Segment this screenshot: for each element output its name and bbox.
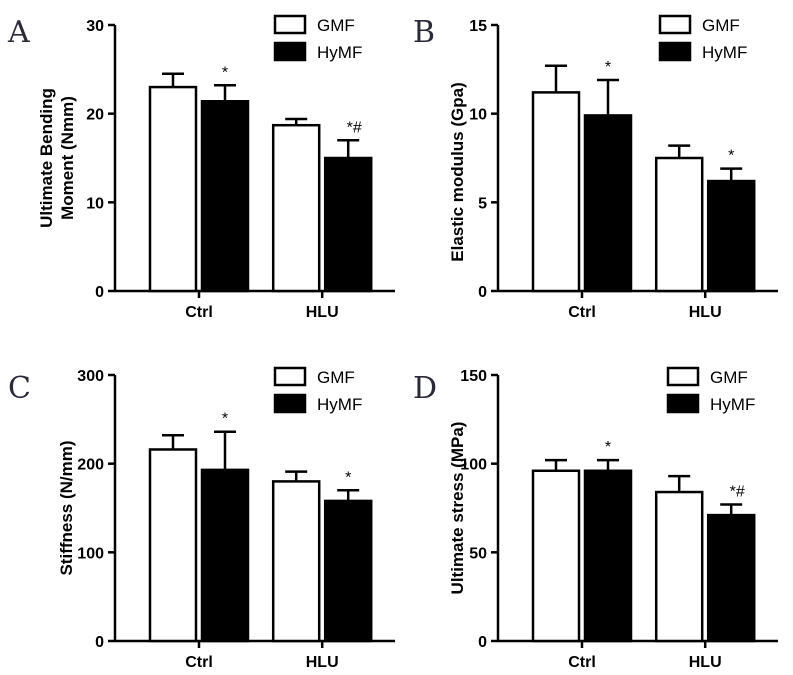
panel-b-y-axis-label-line: Elastic modulus (Gpa) xyxy=(448,82,467,261)
panel-c-legend-swatch-gmf xyxy=(273,366,307,387)
panel-c-y-axis-label-line: Stiffness (N/mm) xyxy=(57,440,76,575)
panel-b-y-tick-label: 0 xyxy=(478,284,487,301)
panel-c-bar-gmf-hlu xyxy=(271,480,321,643)
panel-d-bar-hymf-ctrl xyxy=(583,469,633,643)
panel-d-bar-gmf-ctrl xyxy=(531,469,581,643)
panel-c-bar-gmf-ctrl xyxy=(148,448,198,643)
panel-c-legend-label-hymf: HyMF xyxy=(317,395,362,414)
panel-a-bar-hymf-hlu xyxy=(323,156,373,293)
panel-c-bar-hymf-ctrl xyxy=(200,468,250,643)
panel-d-y-axis-label-line: Ultimate stress (MPa) xyxy=(448,422,467,595)
panel-c-annotation-hymf-ctrl: * xyxy=(222,411,228,428)
panel-d-bar-hymf-hlu xyxy=(706,513,756,643)
panel-a-y-tick-label: 0 xyxy=(95,284,104,301)
panel-b-bar-gmf-hlu xyxy=(654,156,704,293)
panel-d-legend-label-hymf: HyMF xyxy=(710,395,755,414)
panel-c-legend-swatch-hymf xyxy=(273,393,307,414)
panel-a-y-tick-label: 20 xyxy=(86,107,104,124)
panel-b-bar-hymf-hlu xyxy=(706,179,756,293)
panel-b-y-tick-label: 15 xyxy=(469,18,487,35)
panel-d-legend-swatch-hymf xyxy=(666,393,700,414)
panel-b-bar-gmf-ctrl xyxy=(531,91,581,293)
panel-b-bar-hymf-ctrl xyxy=(583,114,633,293)
panel-b-legend-swatch-hymf xyxy=(658,41,692,62)
panel-d-annotation-hymf-hlu: *# xyxy=(730,483,745,500)
panel-a-annotation-hymf-hlu: *# xyxy=(347,119,362,136)
panel-c-x-tick-label-hlu: HLU xyxy=(306,654,339,671)
chart-panel-b: B Elastic modulus (Gpa) 0 5 10 15 Ctrl * HLU * GMF… xyxy=(413,14,778,321)
panel-d-y-tick-label: 0 xyxy=(478,634,487,651)
panel-a-legend-label-gmf: GMF xyxy=(317,16,355,35)
panel-d-y-tick-label: 50 xyxy=(469,545,487,562)
panel-b-x-tick-label-hlu: HLU xyxy=(689,304,722,321)
panel-a-y-axis-label-line: Ultimate Bending xyxy=(37,88,56,228)
panel-a-legend-swatch-hymf xyxy=(273,41,307,62)
panel-d-annotation-hymf-ctrl: * xyxy=(605,439,611,456)
panel-a-y-axis-label-line: Moment (Nmm) xyxy=(58,96,77,220)
chart-panel-c: C Stiffness (N/mm) 0 100 200 300 Ctrl * HLU * GMF H… xyxy=(8,366,395,671)
panel-a-bar-gmf-ctrl xyxy=(148,85,198,293)
panel-c-y-tick-label: 100 xyxy=(77,545,104,562)
panel-a-y-tick-label: 10 xyxy=(86,195,104,212)
panel-a-letter: A xyxy=(7,15,30,50)
panel-d-x-tick-label-hlu: HLU xyxy=(689,654,722,671)
panel-b-legend-label-hymf: HyMF xyxy=(702,43,747,62)
panel-c-annotation-hymf-hlu: * xyxy=(345,469,351,486)
panel-c-legend-label-gmf: GMF xyxy=(317,368,355,387)
panel-b-y-axis-label: Elastic modulus (Gpa) xyxy=(448,82,467,261)
panel-d-y-axis-label: Ultimate stress (MPa) xyxy=(448,422,467,595)
panel-d-y-tick-label: 150 xyxy=(460,368,487,385)
panel-c-x-tick-label-ctrl: Ctrl xyxy=(185,654,213,671)
panel-b-annotation-hymf-hlu: * xyxy=(728,148,734,165)
panel-a-y-axis-label: Ultimate Bending Moment (Nmm) xyxy=(37,88,77,228)
panel-a-x-tick-label-ctrl: Ctrl xyxy=(185,304,213,321)
panel-a-bar-gmf-hlu xyxy=(271,123,321,293)
panel-a-bar-hymf-ctrl xyxy=(200,100,250,293)
panel-a-y-tick-label: 30 xyxy=(86,18,104,35)
panel-b-y-tick-label: 10 xyxy=(469,107,487,124)
panel-b-legend-label-gmf: GMF xyxy=(702,16,740,35)
panel-c-y-tick-label: 300 xyxy=(77,368,104,385)
panel-c-y-tick-label: 0 xyxy=(95,634,104,651)
panel-c-letter: C xyxy=(8,371,31,406)
panel-b-legend-swatch-gmf xyxy=(658,14,692,35)
panel-b-letter: B xyxy=(413,15,435,50)
chart-panel-a: A Ultimate Bending Moment (Nmm) 0 10 20 30 Ctrl… xyxy=(7,14,395,321)
panel-d-letter: D xyxy=(413,371,437,406)
panel-d-y-tick-label: 100 xyxy=(460,457,487,474)
panel-c-bar-hymf-hlu xyxy=(323,499,373,643)
panel-d-legend-label-gmf: GMF xyxy=(710,368,748,387)
panel-c-y-axis-label: Stiffness (N/mm) xyxy=(57,440,76,575)
panel-c-y-tick-label: 200 xyxy=(77,457,104,474)
panel-b-y-tick-label: 5 xyxy=(478,195,487,212)
panel-a-legend-swatch-gmf xyxy=(273,14,307,35)
panel-a-legend-label-hymf: HyMF xyxy=(317,43,362,62)
panel-d-x-tick-label-ctrl: Ctrl xyxy=(568,654,596,671)
panel-a-annotation-hymf-ctrl: * xyxy=(222,64,228,81)
panel-d-legend-swatch-gmf xyxy=(666,366,700,387)
chart-panel-d: D Ultimate stress (MPa) 0 50 100 150 Ctrl * HLU *… xyxy=(413,366,778,671)
panel-a-x-tick-label-hlu: HLU xyxy=(306,304,339,321)
panel-b-x-tick-label-ctrl: Ctrl xyxy=(568,304,596,321)
panel-b-annotation-hymf-ctrl: * xyxy=(605,59,611,76)
panel-d-bar-gmf-hlu xyxy=(654,490,704,643)
